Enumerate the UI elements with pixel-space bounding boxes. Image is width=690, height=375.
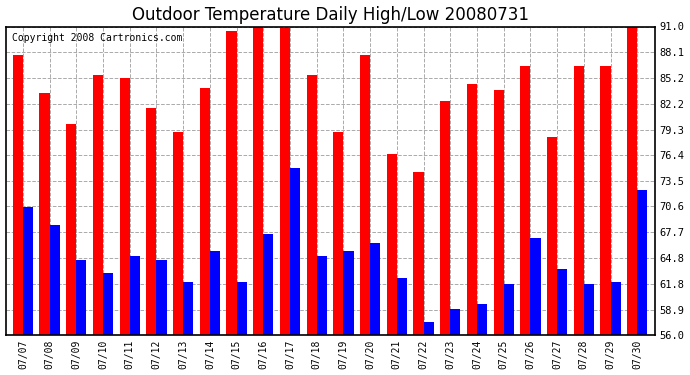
Bar bbox=[413, 172, 424, 335]
Bar bbox=[584, 284, 594, 335]
Bar bbox=[531, 238, 540, 335]
Bar bbox=[226, 31, 237, 335]
Bar bbox=[237, 282, 247, 335]
Bar bbox=[50, 225, 60, 335]
Bar bbox=[280, 28, 290, 335]
Bar bbox=[199, 88, 210, 335]
Text: Copyright 2008 Cartronics.com: Copyright 2008 Cartronics.com bbox=[12, 33, 182, 43]
Bar bbox=[344, 251, 353, 335]
Title: Outdoor Temperature Daily High/Low 20080731: Outdoor Temperature Daily High/Low 20080… bbox=[132, 6, 529, 24]
Bar bbox=[146, 108, 157, 335]
Bar bbox=[638, 190, 647, 335]
Bar bbox=[306, 75, 317, 335]
Bar bbox=[66, 123, 77, 335]
Bar bbox=[360, 55, 370, 335]
Bar bbox=[290, 168, 300, 335]
Bar bbox=[547, 137, 557, 335]
Bar bbox=[333, 132, 344, 335]
Bar bbox=[119, 78, 130, 335]
Bar bbox=[13, 55, 23, 335]
Bar bbox=[317, 256, 327, 335]
Bar bbox=[397, 278, 407, 335]
Bar bbox=[557, 269, 567, 335]
Bar bbox=[627, 27, 638, 335]
Bar bbox=[467, 84, 477, 335]
Bar bbox=[77, 260, 86, 335]
Bar bbox=[504, 284, 514, 335]
Bar bbox=[173, 132, 183, 335]
Bar bbox=[600, 66, 611, 335]
Bar bbox=[39, 93, 50, 335]
Bar bbox=[520, 66, 531, 335]
Bar bbox=[23, 207, 33, 335]
Bar bbox=[103, 273, 113, 335]
Bar bbox=[157, 260, 166, 335]
Bar bbox=[264, 234, 273, 335]
Bar bbox=[451, 309, 460, 335]
Bar bbox=[424, 322, 434, 335]
Bar bbox=[440, 102, 451, 335]
Bar bbox=[130, 256, 140, 335]
Bar bbox=[573, 66, 584, 335]
Bar bbox=[493, 90, 504, 335]
Bar bbox=[370, 243, 380, 335]
Bar bbox=[183, 282, 193, 335]
Bar bbox=[210, 251, 220, 335]
Bar bbox=[253, 25, 264, 335]
Bar bbox=[611, 282, 621, 335]
Bar bbox=[386, 154, 397, 335]
Bar bbox=[477, 304, 487, 335]
Bar bbox=[93, 75, 103, 335]
